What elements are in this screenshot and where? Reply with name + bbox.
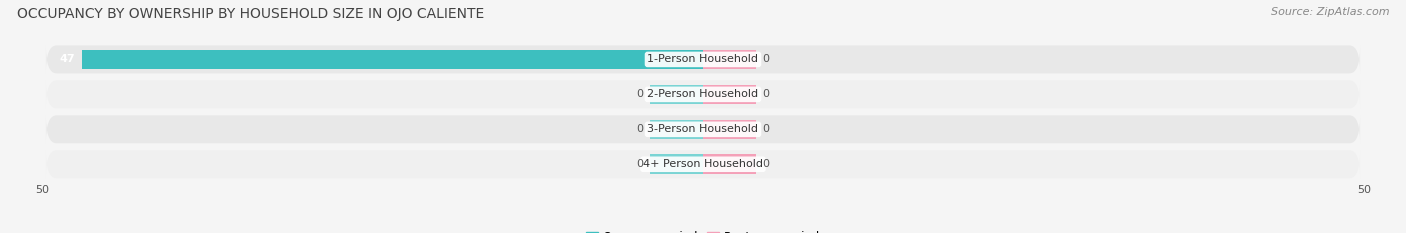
Text: 0: 0: [637, 89, 644, 99]
Bar: [650, 120, 703, 139]
Text: 1-Person Household: 1-Person Household: [648, 55, 758, 64]
Text: 4+ Person Household: 4+ Person Household: [643, 159, 763, 169]
FancyBboxPatch shape: [46, 80, 1360, 108]
Text: 47: 47: [59, 55, 76, 64]
Bar: [82, 50, 703, 69]
Bar: [703, 85, 756, 104]
Text: Source: ZipAtlas.com: Source: ZipAtlas.com: [1271, 7, 1389, 17]
Text: 0: 0: [637, 124, 644, 134]
Text: 2-Person Household: 2-Person Household: [647, 89, 759, 99]
Bar: [703, 154, 756, 174]
Text: 0: 0: [762, 124, 769, 134]
Text: 3-Person Household: 3-Person Household: [648, 124, 758, 134]
Text: 0: 0: [637, 159, 644, 169]
Text: 0: 0: [762, 89, 769, 99]
Legend: Owner-occupied, Renter-occupied: Owner-occupied, Renter-occupied: [581, 226, 825, 233]
FancyBboxPatch shape: [46, 45, 1360, 73]
FancyBboxPatch shape: [46, 115, 1360, 143]
Text: 0: 0: [762, 159, 769, 169]
Bar: [703, 120, 756, 139]
Bar: [703, 50, 756, 69]
Bar: [650, 154, 703, 174]
Text: OCCUPANCY BY OWNERSHIP BY HOUSEHOLD SIZE IN OJO CALIENTE: OCCUPANCY BY OWNERSHIP BY HOUSEHOLD SIZE…: [17, 7, 484, 21]
Text: 0: 0: [762, 55, 769, 64]
Bar: [650, 85, 703, 104]
FancyBboxPatch shape: [46, 150, 1360, 178]
